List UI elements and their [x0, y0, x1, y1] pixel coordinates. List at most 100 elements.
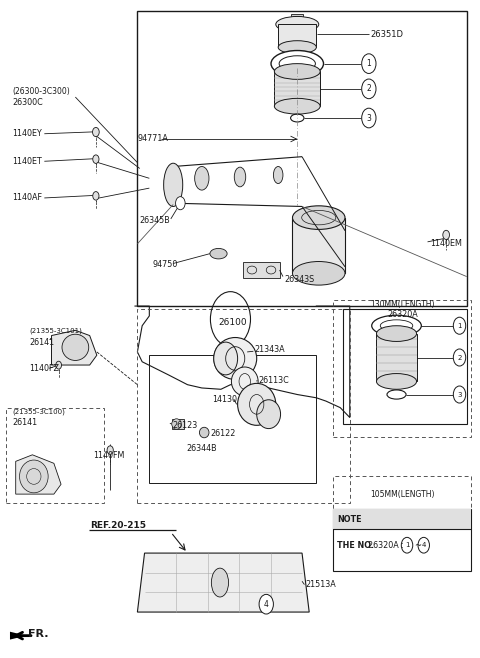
Text: 26141: 26141 — [12, 418, 37, 427]
Circle shape — [418, 538, 430, 553]
Ellipse shape — [276, 16, 319, 32]
Ellipse shape — [380, 320, 413, 332]
Text: 130MM(LENGTH): 130MM(LENGTH) — [370, 299, 434, 309]
Ellipse shape — [257, 400, 281, 428]
Ellipse shape — [211, 568, 228, 597]
Ellipse shape — [292, 64, 302, 70]
Bar — [275, 72, 320, 106]
Ellipse shape — [195, 166, 209, 190]
Circle shape — [453, 317, 466, 334]
Circle shape — [401, 538, 413, 553]
Bar — [292, 218, 345, 273]
Text: 4: 4 — [421, 542, 426, 548]
Polygon shape — [10, 632, 26, 640]
Bar — [243, 262, 280, 278]
Bar — [333, 299, 471, 437]
Text: 3: 3 — [366, 114, 372, 122]
Text: 26141: 26141 — [29, 338, 54, 347]
Text: 26344B: 26344B — [187, 443, 217, 453]
Circle shape — [259, 594, 274, 614]
Text: 1140AF: 1140AF — [12, 193, 42, 203]
Text: 1140FZ: 1140FZ — [29, 364, 59, 373]
Bar — [137, 309, 350, 503]
Ellipse shape — [376, 326, 417, 342]
Text: ~: ~ — [414, 541, 421, 549]
Text: 26343S: 26343S — [284, 274, 314, 284]
Ellipse shape — [292, 261, 345, 285]
Bar — [172, 418, 184, 429]
Bar — [343, 309, 467, 424]
Circle shape — [56, 361, 61, 369]
Text: 1140FM: 1140FM — [93, 451, 124, 460]
Text: FR.: FR. — [28, 629, 48, 640]
Polygon shape — [16, 455, 61, 494]
Ellipse shape — [20, 460, 48, 493]
Ellipse shape — [271, 51, 324, 77]
Ellipse shape — [292, 206, 345, 230]
Text: 105MM(LENGTH): 105MM(LENGTH) — [370, 490, 434, 499]
Polygon shape — [51, 330, 97, 365]
Text: (26300-3C300): (26300-3C300) — [12, 88, 70, 96]
Bar — [6, 407, 104, 503]
Text: 1: 1 — [366, 59, 371, 68]
Circle shape — [362, 108, 376, 128]
Bar — [333, 509, 471, 571]
Text: 26113C: 26113C — [258, 376, 289, 385]
Circle shape — [93, 128, 99, 137]
Text: 26122: 26122 — [210, 429, 236, 438]
Text: 26100: 26100 — [218, 318, 247, 327]
Text: 2: 2 — [366, 84, 371, 93]
Ellipse shape — [279, 56, 315, 72]
Circle shape — [107, 446, 113, 454]
Ellipse shape — [238, 384, 276, 425]
Ellipse shape — [278, 41, 316, 54]
Text: 3: 3 — [457, 392, 462, 397]
Text: 4: 4 — [264, 599, 269, 609]
Bar — [291, 14, 303, 22]
Text: 1140EY: 1140EY — [12, 129, 42, 138]
Text: 1140ET: 1140ET — [12, 157, 42, 166]
Ellipse shape — [372, 315, 421, 336]
Ellipse shape — [62, 334, 89, 361]
Ellipse shape — [210, 249, 227, 259]
Text: 21513A: 21513A — [306, 580, 336, 589]
Circle shape — [362, 79, 376, 99]
Ellipse shape — [275, 64, 320, 80]
Ellipse shape — [274, 166, 283, 184]
Text: 14130: 14130 — [212, 395, 237, 403]
Circle shape — [453, 349, 466, 366]
Polygon shape — [137, 553, 309, 612]
Text: 94771A: 94771A — [137, 134, 168, 143]
Ellipse shape — [164, 163, 183, 207]
Text: 26320A: 26320A — [387, 310, 418, 319]
Ellipse shape — [234, 167, 246, 187]
Bar — [333, 509, 471, 529]
Bar — [290, 46, 304, 61]
Bar — [278, 24, 316, 47]
Ellipse shape — [231, 367, 258, 396]
Text: 26320A :: 26320A : — [368, 541, 404, 549]
Text: REF.20-215: REF.20-215 — [90, 521, 145, 530]
Circle shape — [176, 197, 185, 210]
Ellipse shape — [376, 374, 417, 390]
Ellipse shape — [214, 338, 257, 380]
Text: 26345B: 26345B — [140, 216, 170, 226]
Text: 2: 2 — [457, 355, 462, 361]
Circle shape — [362, 54, 376, 74]
Text: (21355-3C100): (21355-3C100) — [12, 409, 65, 415]
Bar — [333, 476, 471, 513]
Text: 1140EM: 1140EM — [430, 240, 462, 248]
Bar — [149, 355, 316, 483]
Ellipse shape — [275, 98, 320, 114]
Text: NOTE: NOTE — [337, 515, 361, 524]
Ellipse shape — [199, 427, 209, 438]
Text: THE NO.: THE NO. — [337, 541, 374, 549]
Text: 26351D: 26351D — [370, 30, 403, 39]
Circle shape — [443, 230, 449, 240]
Circle shape — [453, 386, 466, 403]
Text: 94750: 94750 — [152, 261, 178, 269]
Text: 26300C: 26300C — [12, 99, 43, 107]
Circle shape — [93, 155, 99, 163]
Text: 1: 1 — [457, 322, 462, 329]
Bar — [137, 11, 467, 306]
